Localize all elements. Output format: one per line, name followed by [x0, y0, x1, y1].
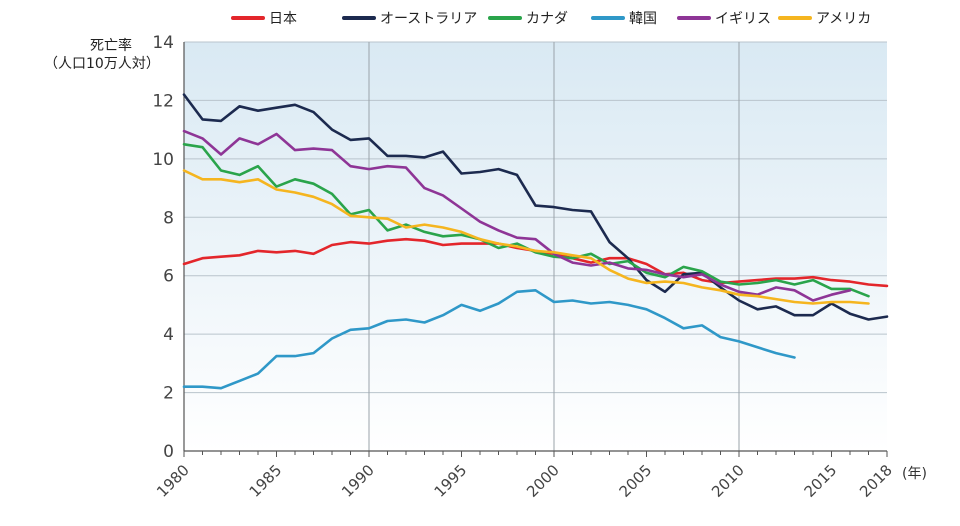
legend-label-4: 韓国	[629, 11, 657, 27]
x-tick-label-1995: 1995	[431, 461, 471, 501]
y-axis-label-line-2: （人口10万人対）	[44, 56, 160, 72]
y-tick-label-0: 0	[163, 442, 174, 462]
y-tick-label-4: 4	[163, 325, 174, 345]
x-tick-label-2010: 2010	[708, 461, 748, 501]
x-tick-label-2000: 2000	[523, 461, 563, 501]
y-tick-label-8: 8	[163, 208, 174, 228]
grid-lines	[184, 41, 887, 451]
legend-label-1: 日本	[269, 11, 297, 27]
x-tick-label-1985: 1985	[246, 461, 286, 501]
y-tick-label-2: 2	[163, 384, 174, 404]
y-tick-label-6: 6	[163, 267, 174, 287]
series-line-6	[182, 169, 870, 305]
x-tick-label-1990: 1990	[338, 461, 378, 501]
legend: 日本 オーストラリア カナダ 韓国 イギリス アメリカ	[231, 11, 871, 27]
axes	[183, 42, 888, 457]
y-tick-label-10: 10	[152, 150, 174, 170]
legend-label-5: イギリス	[715, 11, 771, 27]
x-tick-label-1980: 1980	[153, 461, 193, 501]
series-line-2	[182, 93, 889, 321]
plot-area	[184, 42, 887, 451]
series-layer	[182, 93, 889, 390]
legend-label-6: アメリカ	[816, 11, 871, 27]
y-axis-label-line-1: 死亡率	[90, 37, 132, 54]
y-tick-label-12: 12	[152, 91, 174, 111]
series-line-4	[182, 289, 796, 390]
x-tick-label-2005: 2005	[616, 461, 656, 501]
y-axis-label: 死亡率 （人口10万人対）	[44, 37, 160, 72]
series-line-5	[182, 129, 852, 302]
x-unit-label: (年)	[902, 466, 927, 482]
legend-label-2: オーストラリア	[380, 11, 477, 27]
x-tick-label-2018: 2018	[856, 461, 896, 501]
legend-label-3: カナダ	[526, 11, 568, 27]
y-tick-label-14: 14	[152, 33, 174, 53]
x-tick-label-2015: 2015	[801, 461, 841, 501]
